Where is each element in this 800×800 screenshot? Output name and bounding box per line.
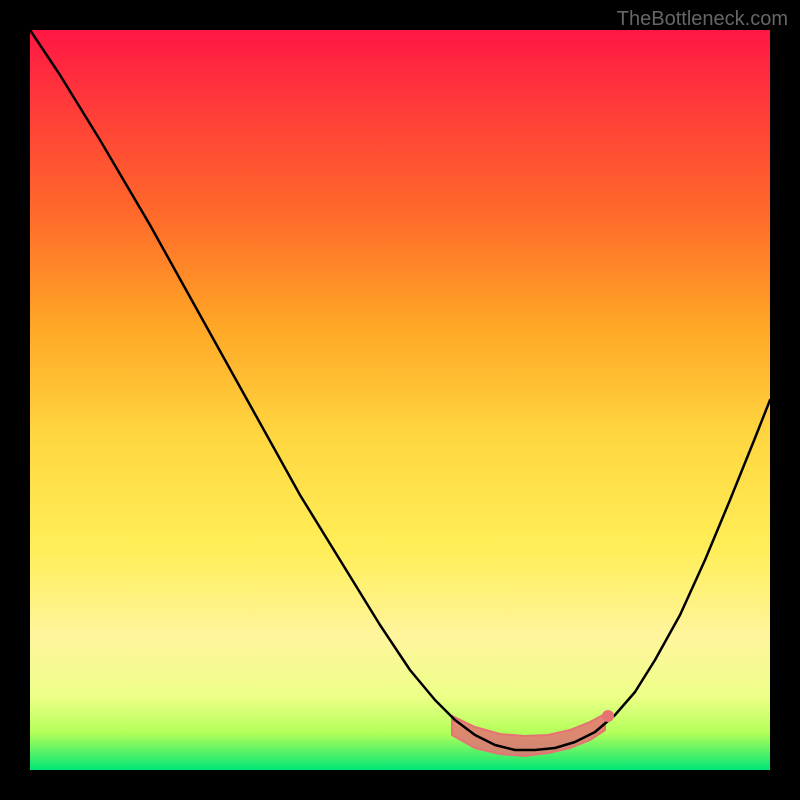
plot-background	[30, 30, 770, 770]
highlight-marker	[602, 710, 614, 722]
watermark-text: TheBottleneck.com	[617, 8, 788, 31]
chart-container: TheBottleneck.com	[0, 0, 800, 800]
bottleneck-chart	[0, 0, 800, 800]
